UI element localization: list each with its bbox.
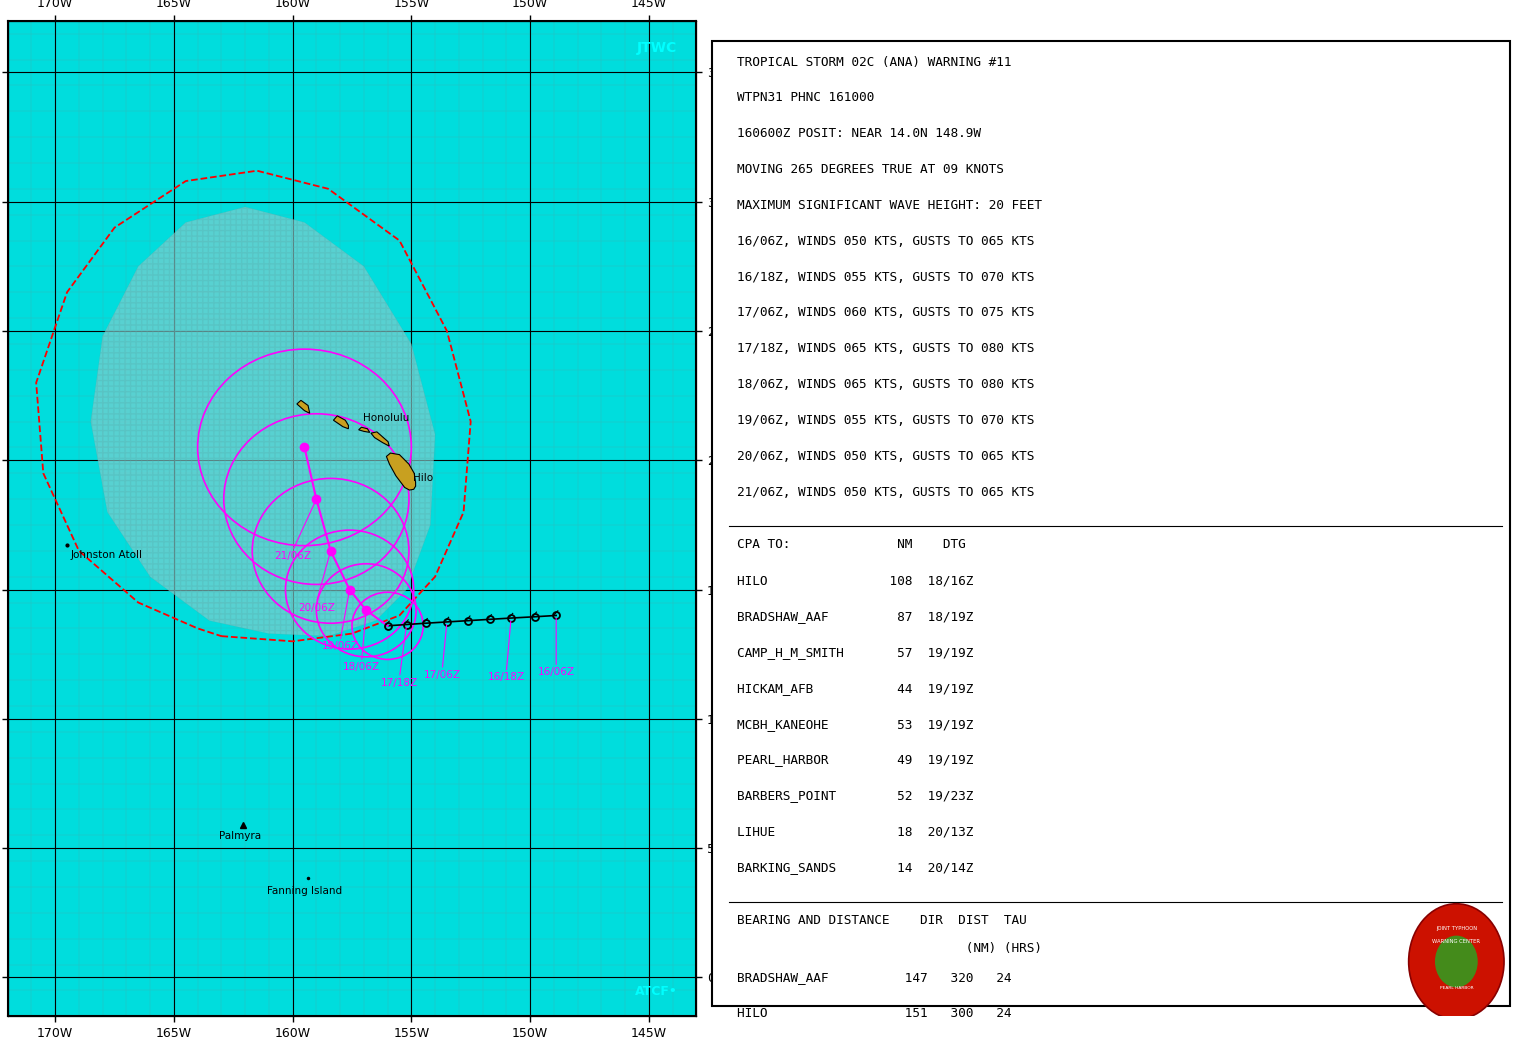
Text: (NM) (HRS): (NM) (HRS)	[736, 943, 1042, 955]
Text: JTWC: JTWC	[636, 41, 678, 55]
Text: BARBERS_POINT        52  19/23Z: BARBERS_POINT 52 19/23Z	[736, 789, 973, 803]
Text: JOINT TYPHOON: JOINT TYPHOON	[1436, 926, 1477, 931]
Polygon shape	[386, 453, 415, 491]
Text: 16/06Z: 16/06Z	[538, 667, 575, 677]
Text: 17/18Z: 17/18Z	[381, 677, 418, 688]
Text: HICKAM_AFB           44  19/19Z: HICKAM_AFB 44 19/19Z	[736, 681, 973, 695]
Text: Fanning Island: Fanning Island	[267, 886, 343, 896]
Text: BEARING AND DISTANCE    DIR  DIST  TAU: BEARING AND DISTANCE DIR DIST TAU	[736, 914, 1027, 927]
Text: 18/06Z, WINDS 065 KTS, GUSTS TO 080 KTS: 18/06Z, WINDS 065 KTS, GUSTS TO 080 KTS	[736, 379, 1034, 391]
Text: PEARL_HARBOR         49  19/19Z: PEARL_HARBOR 49 19/19Z	[736, 754, 973, 766]
Text: ATCF•: ATCF•	[635, 985, 678, 999]
Text: 17/06Z: 17/06Z	[424, 670, 461, 680]
Circle shape	[1408, 904, 1505, 1019]
Text: LIHUE                18  20/13Z: LIHUE 18 20/13Z	[736, 825, 973, 838]
Text: HILO                  151   300   24: HILO 151 300 24	[736, 1007, 1011, 1020]
Text: BRADSHAW_AAF          147   320   24: BRADSHAW_AAF 147 320 24	[736, 971, 1011, 984]
Text: 17/06Z, WINDS 060 KTS, GUSTS TO 075 KTS: 17/06Z, WINDS 060 KTS, GUSTS TO 075 KTS	[736, 307, 1034, 319]
Text: 160600Z POSIT: NEAR 14.0N 148.9W: 160600Z POSIT: NEAR 14.0N 148.9W	[736, 128, 981, 140]
Circle shape	[1436, 935, 1477, 987]
Polygon shape	[91, 207, 435, 636]
Text: WARNING CENTER: WARNING CENTER	[1432, 940, 1480, 944]
Text: 17/18Z, WINDS 065 KTS, GUSTS TO 080 KTS: 17/18Z, WINDS 065 KTS, GUSTS TO 080 KTS	[736, 342, 1034, 356]
Text: Johnston Atoll: Johnston Atoll	[71, 550, 143, 560]
Text: 16/18Z: 16/18Z	[487, 672, 524, 682]
Text: 19/06Z, WINDS 055 KTS, GUSTS TO 070 KTS: 19/06Z, WINDS 055 KTS, GUSTS TO 070 KTS	[736, 414, 1034, 427]
Text: TROPICAL STORM 02C (ANA) WARNING #11: TROPICAL STORM 02C (ANA) WARNING #11	[736, 56, 1011, 68]
Text: Hilo: Hilo	[412, 474, 432, 483]
Text: BARKING_SANDS        14  20/14Z: BARKING_SANDS 14 20/14Z	[736, 861, 973, 874]
Text: MCBH_KANEOHE         53  19/19Z: MCBH_KANEOHE 53 19/19Z	[736, 718, 973, 731]
Text: MOVING 265 DEGREES TRUE AT 09 KNOTS: MOVING 265 DEGREES TRUE AT 09 KNOTS	[736, 163, 1004, 176]
Text: 20/06Z, WINDS 050 KTS, GUSTS TO 065 KTS: 20/06Z, WINDS 050 KTS, GUSTS TO 065 KTS	[736, 450, 1034, 463]
Text: 21/06Z, WINDS 050 KTS, GUSTS TO 065 KTS: 21/06Z, WINDS 050 KTS, GUSTS TO 065 KTS	[736, 485, 1034, 499]
Text: 16/18Z, WINDS 055 KTS, GUSTS TO 070 KTS: 16/18Z, WINDS 055 KTS, GUSTS TO 070 KTS	[736, 271, 1034, 283]
Polygon shape	[334, 416, 349, 428]
Text: MAXIMUM SIGNIFICANT WAVE HEIGHT: 20 FEET: MAXIMUM SIGNIFICANT WAVE HEIGHT: 20 FEET	[736, 199, 1042, 212]
Text: Honolulu: Honolulu	[363, 413, 409, 423]
Text: 19/06Z: 19/06Z	[321, 641, 358, 651]
Polygon shape	[370, 431, 389, 446]
Text: CAMP_H_M_SMITH       57  19/19Z: CAMP_H_M_SMITH 57 19/19Z	[736, 646, 973, 658]
Text: PEARL HARBOR: PEARL HARBOR	[1440, 986, 1472, 990]
Text: Palmyra: Palmyra	[220, 832, 261, 841]
Text: BRADSHAW_AAF         87  18/19Z: BRADSHAW_AAF 87 18/19Z	[736, 610, 973, 623]
Text: HILO                108  18/16Z: HILO 108 18/16Z	[736, 574, 973, 587]
FancyBboxPatch shape	[712, 40, 1509, 1006]
Text: WTPN31 PHNC 161000: WTPN31 PHNC 161000	[736, 91, 875, 105]
Text: 18/06Z: 18/06Z	[343, 662, 380, 672]
Text: 21/06Z: 21/06Z	[274, 551, 310, 561]
Text: 16/06Z, WINDS 050 KTS, GUSTS TO 065 KTS: 16/06Z, WINDS 050 KTS, GUSTS TO 065 KTS	[736, 234, 1034, 248]
Text: 20/06Z: 20/06Z	[298, 602, 335, 613]
Polygon shape	[358, 427, 370, 432]
Polygon shape	[297, 400, 310, 414]
Text: CPA TO:              NM    DTG: CPA TO: NM DTG	[736, 538, 965, 552]
